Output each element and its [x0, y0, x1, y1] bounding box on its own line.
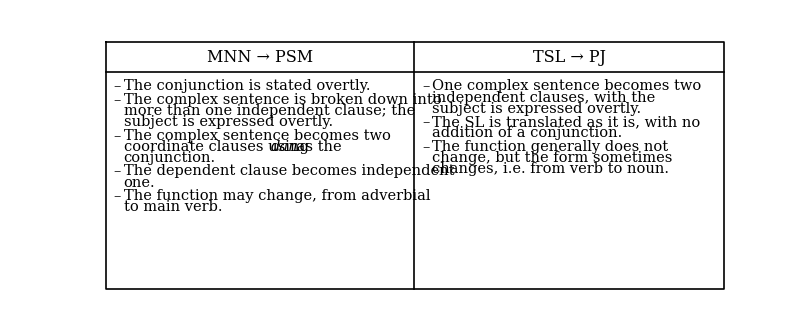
Text: as the: as the: [292, 140, 342, 154]
Text: to main verb.: to main verb.: [124, 200, 222, 214]
Text: more than one independent clause; the: more than one independent clause; the: [124, 104, 415, 118]
Text: The dependent clause becomes independent: The dependent clause becomes independent: [124, 164, 454, 178]
Text: –: –: [113, 129, 121, 143]
Text: –: –: [422, 79, 429, 93]
Text: –: –: [113, 164, 121, 178]
Text: coordinate clauses using: coordinate clauses using: [124, 140, 313, 154]
Text: addition of a conjunction.: addition of a conjunction.: [433, 126, 622, 140]
Text: –: –: [113, 93, 121, 107]
Text: dan: dan: [271, 140, 298, 154]
Text: subject is expressed overtly.: subject is expressed overtly.: [124, 115, 333, 129]
Text: –: –: [113, 189, 121, 203]
Text: –: –: [113, 79, 121, 93]
Text: one.: one.: [124, 176, 156, 190]
Text: The conjunction is stated overtly.: The conjunction is stated overtly.: [124, 79, 370, 93]
Text: changes, i.e. from verb to noun.: changes, i.e. from verb to noun.: [433, 162, 669, 176]
Text: One complex sentence becomes two: One complex sentence becomes two: [433, 79, 701, 93]
Text: –: –: [422, 140, 429, 154]
Text: The complex sentence becomes two: The complex sentence becomes two: [124, 129, 390, 143]
Text: TSL → PJ: TSL → PJ: [533, 49, 606, 66]
Text: change, but the form sometimes: change, but the form sometimes: [433, 151, 672, 165]
Text: The SL is translated as it is, with no: The SL is translated as it is, with no: [433, 115, 701, 129]
Text: subject is expressed overtly.: subject is expressed overtly.: [433, 102, 642, 116]
Text: independent clauses, with the: independent clauses, with the: [433, 91, 655, 105]
Text: The function generally does not: The function generally does not: [433, 140, 668, 154]
Text: The function may change, from adverbial: The function may change, from adverbial: [124, 189, 430, 203]
Text: conjunction.: conjunction.: [124, 151, 215, 165]
Text: –: –: [422, 115, 429, 129]
Text: MNN → PSM: MNN → PSM: [207, 49, 313, 66]
Text: The complex sentence is broken down into: The complex sentence is broken down into: [124, 93, 441, 107]
